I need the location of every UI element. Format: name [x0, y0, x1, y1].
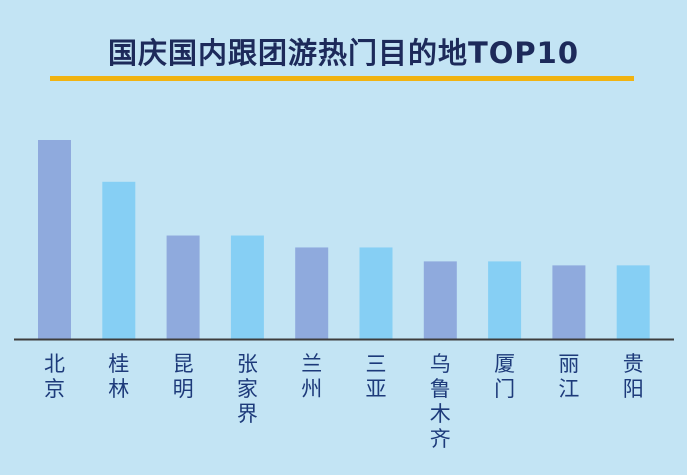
- tick-label-8: 厦门: [494, 352, 515, 401]
- tick-label-2: 桂林: [108, 352, 129, 401]
- title-underline: [50, 76, 634, 81]
- bar-9: [552, 265, 586, 339]
- bar-8: [488, 261, 522, 339]
- bar-2: [102, 181, 136, 339]
- tick-label-5: 兰州: [301, 352, 322, 401]
- tick-label-9: 丽江: [558, 352, 579, 401]
- tick-label-4: 张家界: [237, 352, 258, 426]
- bar-5: [295, 247, 329, 339]
- tick-label-1: 北京: [44, 352, 65, 401]
- bar-10: [616, 265, 650, 339]
- tick-label-6: 三亚: [366, 352, 387, 401]
- tick-label-10: 贵阳: [623, 352, 644, 401]
- bars-group: [38, 140, 650, 339]
- bar-3: [166, 235, 200, 339]
- tick-label-7: 乌鲁木齐: [430, 352, 451, 451]
- bar-7: [423, 261, 457, 339]
- bar-1: [38, 140, 71, 339]
- bar-6: [359, 247, 393, 339]
- bar-4: [230, 235, 264, 339]
- chart-title: 国庆国内跟团游热门目的地TOP10: [107, 36, 580, 70]
- tick-label-3: 昆明: [173, 352, 194, 401]
